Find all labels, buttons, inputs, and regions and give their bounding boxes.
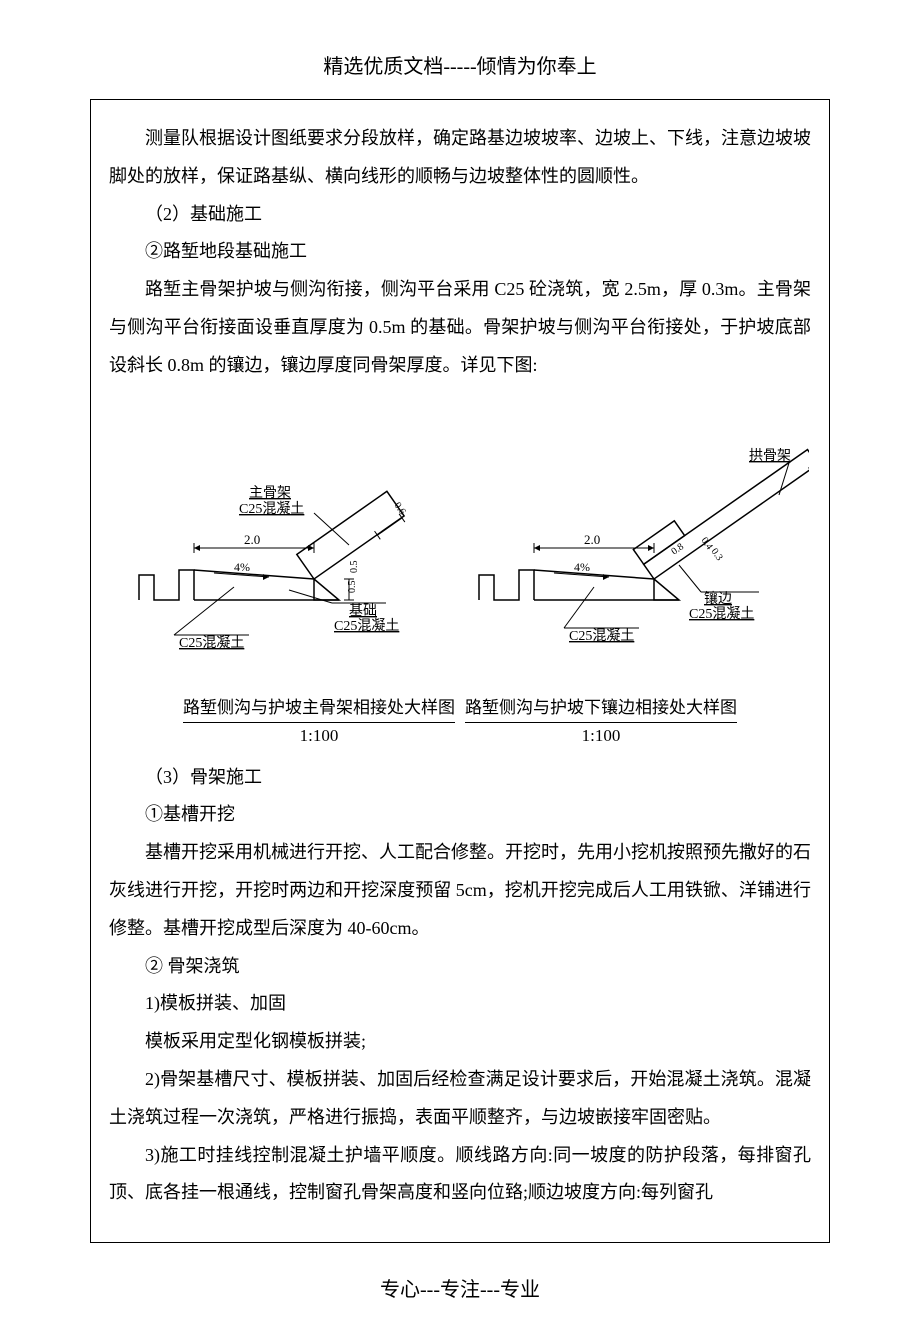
label-dim: 2.0 [584,532,600,547]
paragraph: 测量队根据设计图纸要求分段放样，确定路基边坡坡率、边坡上、下线，注意边坡坡脚处的… [109,120,811,196]
list-item: 1)模板拼装、加固 [109,985,811,1023]
heading-3: （3）骨架施工 [109,759,811,797]
heading-4: ①基槽开挖 [109,796,811,834]
label-dim: 0.5 [349,560,360,573]
paragraph: 基槽开挖采用机械进行开挖、人工配合修整。开挖时，先用小挖机按照预先撒好的石灰线进… [109,834,811,947]
caption-title: 路堑侧沟与护坡下镶边相接处大样图 [465,695,737,724]
label-c25: C25混凝土 [179,635,244,651]
label-foundation: 基础 [349,602,377,619]
label-c25: C25混凝土 [569,628,634,644]
heading-3: ②路堑地段基础施工 [109,233,811,271]
heading-2: （2）基础施工 [109,196,811,234]
list-item: 2)骨架基槽尺寸、模板拼装、加固后经检查满足设计要求后，开始混凝土浇筑。混凝土浇… [109,1061,811,1137]
caption-row: 路堑侧沟与护坡主骨架相接处大样图 1:100 路堑侧沟与护坡下镶边相接处大样图 … [109,695,811,749]
right-diagram: 4% 2.0 [479,434,809,643]
heading-4: ② 骨架浇筑 [109,948,811,986]
caption-title: 路堑侧沟与护坡主骨架相接处大样图 [183,695,455,724]
caption-right: 路堑侧沟与护坡下镶边相接处大样图 1:100 [465,695,737,749]
label-arch: 拱骨架 [749,448,791,464]
page-header: 精选优质文档-----倾情为你奉上 [90,50,830,79]
diagram-area: 4% 2.0 [109,425,811,685]
paragraph: 模板采用定型化钢模板拼装; [109,1023,811,1061]
paragraph: 路堑主骨架护坡与侧沟衔接，侧沟平台采用 C25 砼浇筑，宽 2.5m，厚 0.3… [109,271,811,384]
engineering-diagram: 4% 2.0 [109,425,809,685]
label-4pct: 4% [574,560,590,574]
page: 精选优质文档-----倾情为你奉上 测量队根据设计图纸要求分段放样，确定路基边坡… [0,0,920,1342]
label-edge: 镶边 [704,590,732,607]
label-dim: 0.6 [392,500,408,517]
label-main-frame: 主骨架 [249,485,291,501]
label-dim: 0.3 [709,546,725,563]
caption-left: 路堑侧沟与护坡主骨架相接处大样图 1:100 [183,695,455,749]
left-diagram: 4% 2.0 [139,485,408,651]
label-main-frame-sub: C25混凝土 [239,501,304,517]
content-box: 测量队根据设计图纸要求分段放样，确定路基边坡坡率、边坡上、下线，注意边坡坡脚处的… [90,99,830,1243]
label-edge-sub: C25混凝土 [689,606,754,622]
caption-scale: 1:100 [300,726,339,745]
list-item: 3)施工时挂线控制混凝土护墙平顺度。顺线路方向:同一坡度的防护段落，每排窗孔顶、… [109,1137,811,1213]
caption-scale: 1:100 [582,726,621,745]
label-dim: 2.0 [244,532,260,547]
label-dim: 0.5 [347,580,358,593]
label-foundation-sub: C25混凝土 [334,618,399,634]
label-4pct: 4% [234,560,250,574]
page-footer: 专心---专注---专业 [90,1273,830,1302]
